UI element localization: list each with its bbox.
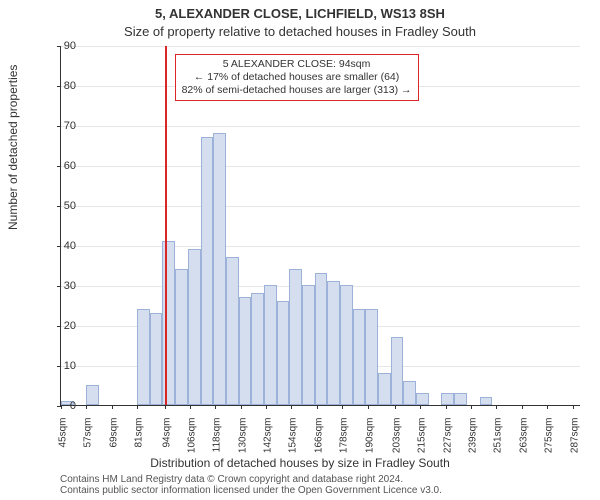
histogram-bar bbox=[365, 309, 378, 405]
x-tick-mark bbox=[368, 405, 369, 409]
annotation-line1: 5 ALEXANDER CLOSE: 94sqm bbox=[182, 58, 412, 71]
y-tick-label: 30 bbox=[46, 280, 76, 292]
y-tick-label: 60 bbox=[46, 160, 76, 172]
histogram-bar bbox=[289, 269, 302, 405]
x-tick-mark bbox=[241, 405, 242, 409]
y-tick-label: 20 bbox=[46, 320, 76, 332]
x-tick-mark bbox=[395, 405, 396, 409]
histogram-bar bbox=[302, 285, 315, 405]
x-tick-mark bbox=[420, 405, 421, 409]
plot-area: 5 ALEXANDER CLOSE: 94sqm← 17% of detache… bbox=[60, 46, 580, 406]
histogram-bar bbox=[480, 397, 493, 405]
gridline bbox=[61, 206, 580, 207]
histogram-bar bbox=[226, 257, 239, 405]
chart-title-address: 5, ALEXANDER CLOSE, LICHFIELD, WS13 8SH bbox=[0, 6, 600, 21]
x-tick-mark bbox=[342, 405, 343, 409]
x-tick-mark bbox=[471, 405, 472, 409]
x-tick-mark bbox=[496, 405, 497, 409]
y-tick-label: 70 bbox=[46, 120, 76, 132]
histogram-bar bbox=[201, 137, 214, 405]
reference-line bbox=[165, 46, 167, 405]
histogram-bar bbox=[188, 249, 201, 405]
histogram-bar bbox=[391, 337, 404, 405]
y-tick-label: 40 bbox=[46, 240, 76, 252]
y-tick-label: 50 bbox=[46, 200, 76, 212]
chart-title-desc: Size of property relative to detached ho… bbox=[0, 24, 600, 39]
histogram-bar bbox=[416, 393, 429, 405]
footer-line1: Contains HM Land Registry data © Crown c… bbox=[60, 474, 403, 485]
footer-line2: Contains public sector information licen… bbox=[60, 485, 442, 496]
histogram-bar bbox=[213, 133, 226, 405]
x-tick-mark bbox=[215, 405, 216, 409]
histogram-bar bbox=[150, 313, 163, 405]
gridline bbox=[61, 246, 580, 247]
annotation-box: 5 ALEXANDER CLOSE: 94sqm← 17% of detache… bbox=[175, 54, 419, 101]
x-tick-mark bbox=[266, 405, 267, 409]
histogram-bar bbox=[327, 281, 340, 405]
gridline bbox=[61, 126, 580, 127]
x-tick-mark bbox=[547, 405, 548, 409]
histogram-bar bbox=[315, 273, 328, 405]
annotation-line3: 82% of semi-detached houses are larger (… bbox=[182, 84, 412, 97]
histogram-bar bbox=[175, 269, 188, 405]
x-axis-label: Distribution of detached houses by size … bbox=[0, 456, 600, 470]
x-tick-mark bbox=[112, 405, 113, 409]
histogram-bar bbox=[353, 309, 366, 405]
x-tick-mark bbox=[522, 405, 523, 409]
x-tick-mark bbox=[573, 405, 574, 409]
y-tick-label: 90 bbox=[46, 40, 76, 52]
x-tick-mark bbox=[165, 405, 166, 409]
histogram-bar bbox=[239, 297, 252, 405]
attribution-footer: Contains HM Land Registry data © Crown c… bbox=[60, 474, 592, 496]
chart-container: 5, ALEXANDER CLOSE, LICHFIELD, WS13 8SH … bbox=[0, 0, 600, 500]
gridline bbox=[61, 46, 580, 47]
x-tick-mark bbox=[137, 405, 138, 409]
y-axis-label: Number of detached properties bbox=[6, 65, 20, 230]
histogram-bar bbox=[441, 393, 454, 405]
x-tick-mark bbox=[446, 405, 447, 409]
histogram-bar bbox=[251, 293, 264, 405]
histogram-bar bbox=[277, 301, 290, 405]
y-tick-label: 80 bbox=[46, 80, 76, 92]
histogram-bar bbox=[86, 385, 99, 405]
gridline bbox=[61, 166, 580, 167]
histogram-bar bbox=[403, 381, 416, 405]
x-tick-mark bbox=[317, 405, 318, 409]
y-tick-label: 0 bbox=[46, 400, 76, 412]
annotation-line2: ← 17% of detached houses are smaller (64… bbox=[182, 71, 412, 84]
x-tick-mark bbox=[291, 405, 292, 409]
histogram-bar bbox=[378, 373, 391, 405]
x-tick-mark bbox=[86, 405, 87, 409]
x-tick-mark bbox=[190, 405, 191, 409]
histogram-bar bbox=[264, 285, 277, 405]
histogram-bar bbox=[454, 393, 467, 405]
histogram-bar bbox=[137, 309, 150, 405]
y-tick-label: 10 bbox=[46, 360, 76, 372]
histogram-bar bbox=[340, 285, 353, 405]
